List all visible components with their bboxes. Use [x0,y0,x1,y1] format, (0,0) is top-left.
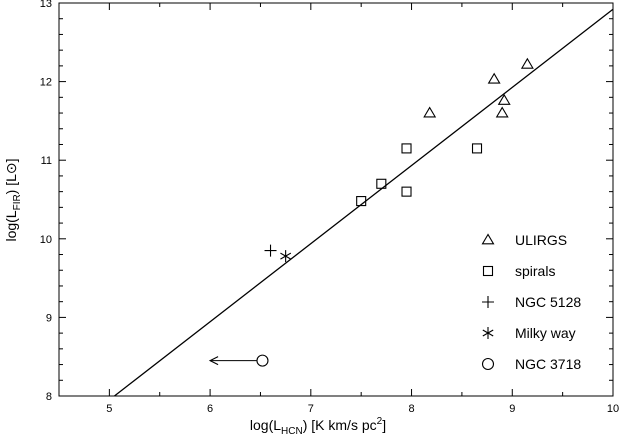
y-tick-label: 13 [40,0,52,10]
point-ulirgs [520,57,534,69]
legend-marker-milky-way [482,327,494,339]
point-spirals [471,143,483,154]
point-spirals [376,178,387,189]
legend-label-spirals: spirals [515,263,555,279]
point-ulirgs [495,106,509,118]
legend-label-ulirgs: ULIRGS [515,232,567,248]
legend-label-ngc-5128: NGC 5128 [515,294,581,310]
x-tick-label: 6 [207,403,213,415]
data-points [208,57,534,367]
point-ngc-5128 [264,244,277,257]
x-axis-label: log(LHCN) [K km/s pc2] [250,416,386,435]
x-tick-label: 7 [308,403,314,415]
y-tick-label: 11 [41,155,52,167]
y-tick-label: 10 [40,234,52,246]
point-ngc-3718 [256,354,269,367]
legend-marker-spirals [482,265,494,277]
y-axis-label: log(LFIR) [L⊙] [3,158,23,241]
fit-line-group [114,8,614,397]
plot-frame [58,2,614,397]
legend-marker-ngc-5128 [482,296,494,308]
axis-ticks [58,2,614,397]
legend-marker-ulirgs [481,233,495,245]
y-tick-label: 12 [40,77,52,89]
upper-limit-arrowhead [208,356,219,366]
axis-tick-labels: 5 6 7 8 9 10 8 9 10 11 12 13 [40,0,619,415]
legend-label-milky-way: Milky way [515,325,576,341]
x-tick-label: 9 [509,403,515,415]
point-ulirgs [423,106,437,118]
legend-label-ngc-3718: NGC 3718 [515,356,581,372]
legend: ULIRGS spirals NGC 5128 Milky way NGC 3718 [481,232,581,372]
fit-line [114,8,614,397]
point-spirals [401,186,412,197]
point-ulirgs [487,72,501,84]
legend-marker-ngc-3718 [481,357,495,371]
x-tick-label: 5 [106,403,112,415]
point-spirals [356,196,367,207]
point-milky-way [280,250,292,263]
x-tick-label: 8 [408,403,414,415]
point-ulirgs [497,93,511,105]
x-tick-label: 10 [607,403,619,415]
y-tick-label: 9 [46,312,52,324]
y-tick-label: 8 [46,391,52,403]
point-spirals [401,143,412,154]
